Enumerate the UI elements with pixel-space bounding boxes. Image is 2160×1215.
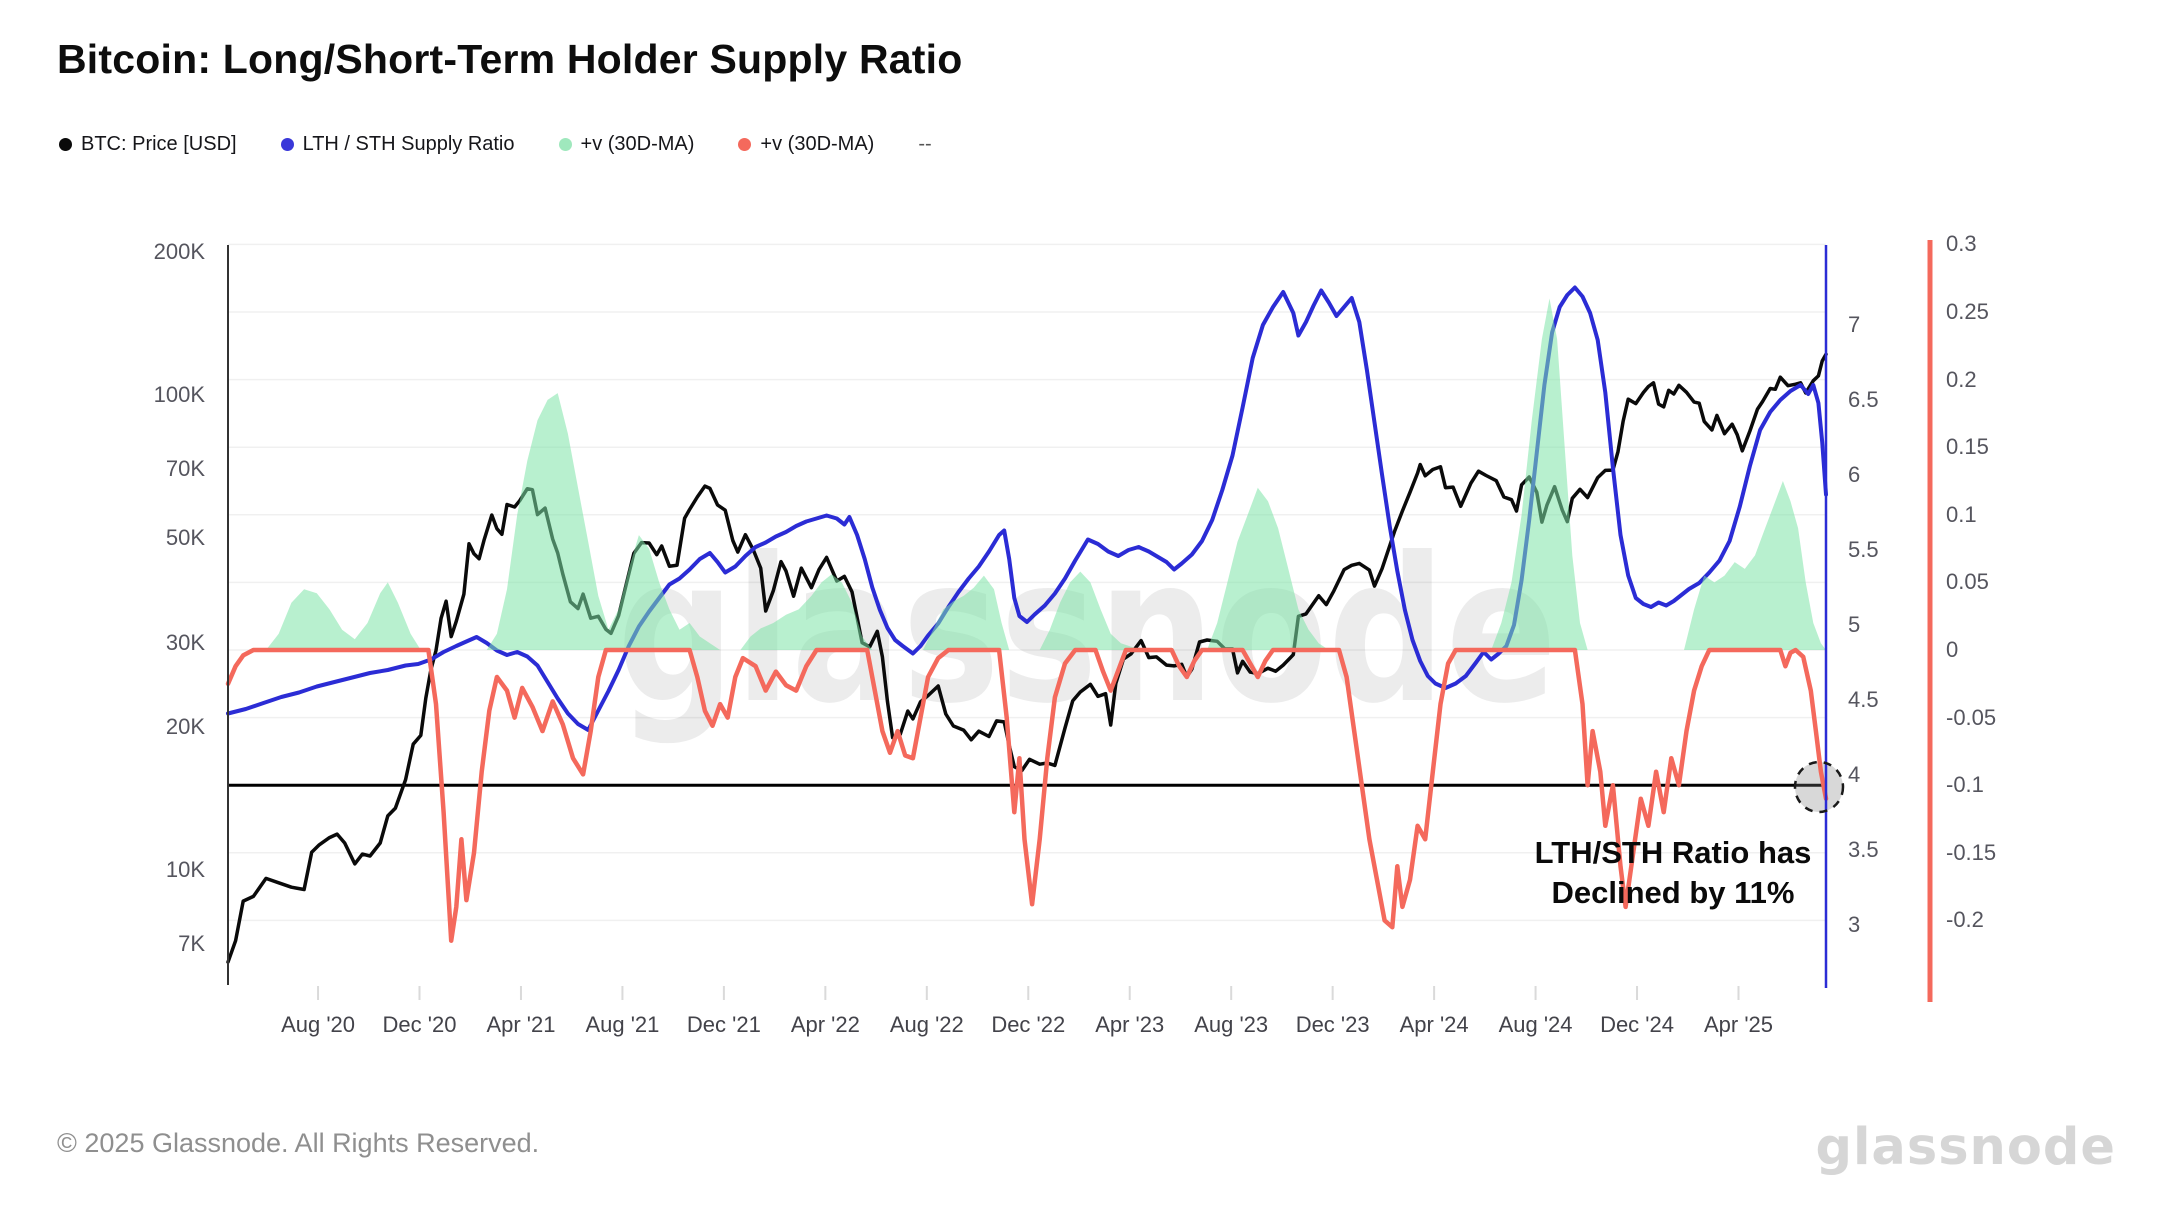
change-tick-label: 0.1 bbox=[1946, 501, 1977, 527]
time-tick-label: Aug '20 bbox=[281, 1012, 355, 1037]
legend-dot-green bbox=[558, 138, 572, 151]
time-tick-label: Aug '24 bbox=[1498, 1012, 1573, 1037]
time-tick-label: Apr '21 bbox=[486, 1012, 556, 1037]
lth-sth-ratio-line[interactable] bbox=[226, 285, 1828, 732]
time-tick-label: Aug '21 bbox=[585, 1012, 660, 1037]
time-tick-label: Dec '20 bbox=[382, 1012, 457, 1037]
legend-label: +v (30D-MA) bbox=[760, 133, 875, 155]
positive-ma-area[interactable] bbox=[228, 298, 1826, 651]
price-tick-label: 10K bbox=[165, 857, 205, 882]
annotation-callout: LTH/STH Ratio has Declined by 11% bbox=[1453, 833, 1893, 913]
change-tick-label: 0.05 bbox=[1946, 569, 1989, 595]
time-tick-label: Aug '22 bbox=[889, 1012, 964, 1037]
legend-label: LTH / STH Supply Ratio bbox=[302, 133, 515, 155]
change-tick-label: 0 bbox=[1946, 637, 1959, 662]
price-tick-label: 50K bbox=[165, 524, 205, 550]
legend-label: BTC: Price [USD] bbox=[81, 133, 237, 155]
ratio-tick-label: 3.5 bbox=[1848, 837, 1879, 862]
price-tick-label: 70K bbox=[165, 455, 205, 481]
annotation-line1: LTH/STH Ratio has bbox=[1534, 835, 1812, 870]
time-tick-label: Dec '21 bbox=[686, 1012, 761, 1037]
legend-dot-blue bbox=[280, 138, 294, 151]
legend-item-lth-sth-ratio[interactable]: LTH / STH Supply Ratio bbox=[280, 133, 515, 156]
change-tick-label: 0.2 bbox=[1946, 366, 1977, 392]
time-tick-label: Apr '25 bbox=[1703, 1012, 1773, 1037]
legend: BTC: Price [USD] LTH / STH Supply Ratio … bbox=[59, 133, 932, 156]
legend-item-positive-ma[interactable]: +v (30D-MA) bbox=[558, 133, 695, 156]
change-tick-label: -0.1 bbox=[1946, 772, 1984, 798]
glassnode-wordmark: glassnode bbox=[1815, 1118, 2116, 1177]
negative-ma-line[interactable] bbox=[225, 647, 1829, 943]
change-tick-label: -0.05 bbox=[1946, 704, 1997, 730]
legend-dot-red bbox=[738, 138, 752, 151]
price-tick-label: 200K bbox=[153, 239, 205, 264]
ratio-tick-label: 3 bbox=[1848, 912, 1861, 937]
legend-label: -- bbox=[918, 133, 932, 155]
btc-price-line[interactable] bbox=[226, 352, 1828, 964]
price-tick-label: 20K bbox=[165, 714, 205, 739]
time-tick-label: Aug '23 bbox=[1194, 1012, 1269, 1037]
copyright-text: © 2025 Glassnode. All Rights Reserved. bbox=[57, 1128, 540, 1158]
ratio-tick-label: 5.5 bbox=[1848, 537, 1879, 562]
highlight-circle-fill bbox=[1795, 762, 1843, 812]
ratio-tick-label: 6 bbox=[1848, 462, 1861, 487]
legend-item-btc-price[interactable]: BTC: Price [USD] bbox=[59, 133, 237, 156]
change-tick-label: 0.3 bbox=[1946, 231, 1977, 257]
change-tick-label: -0.2 bbox=[1946, 907, 1984, 933]
time-tick-label: Apr '24 bbox=[1399, 1012, 1469, 1037]
legend-item-dash[interactable]: -- bbox=[918, 133, 931, 156]
change-tick-label: -0.15 bbox=[1946, 839, 1997, 865]
legend-item-negative-ma[interactable]: +v (30D-MA) bbox=[738, 133, 874, 156]
time-tick-label: Dec '22 bbox=[991, 1012, 1066, 1037]
legend-label: +v (30D-MA) bbox=[580, 133, 695, 155]
time-tick-label: Dec '23 bbox=[1295, 1012, 1370, 1037]
ratio-tick-label: 4 bbox=[1848, 762, 1861, 787]
time-tick-label: Apr '23 bbox=[1095, 1012, 1165, 1037]
price-tick-label: 100K bbox=[153, 382, 205, 407]
legend-dot-black bbox=[59, 138, 72, 151]
price-tick-label: 7K bbox=[178, 930, 205, 956]
ratio-tick-label: 7 bbox=[1848, 312, 1861, 337]
page-title: Bitcoin: Long/Short-Term Holder Supply R… bbox=[57, 36, 963, 82]
change-tick-label: 0.25 bbox=[1946, 299, 1989, 324]
ratio-tick-label: 6.5 bbox=[1848, 387, 1879, 412]
price-tick-label: 30K bbox=[165, 630, 205, 656]
highlight-circle-ring bbox=[1793, 760, 1845, 814]
time-tick-label: Apr '22 bbox=[790, 1012, 860, 1037]
change-tick-label: 0.15 bbox=[1946, 434, 1989, 460]
time-tick-label: Dec '24 bbox=[1600, 1012, 1674, 1037]
ratio-tick-label: 5 bbox=[1848, 612, 1861, 637]
annotation-line2: Declined by 11% bbox=[1551, 875, 1795, 910]
ratio-tick-label: 4.5 bbox=[1848, 687, 1879, 712]
